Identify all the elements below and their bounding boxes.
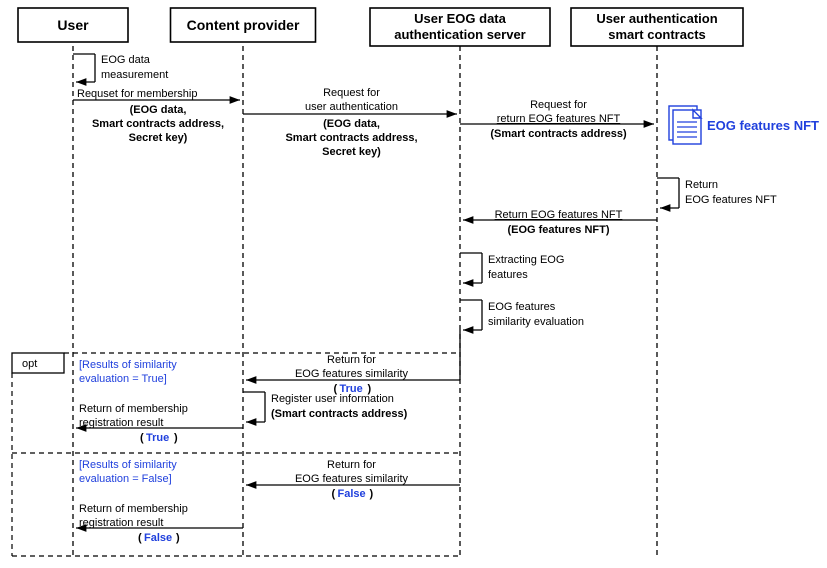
self-eog-measurement bbox=[73, 54, 95, 82]
svg-text:Request for: Request for bbox=[530, 99, 587, 111]
svg-text:(Smart contracts address): (Smart contracts address) bbox=[490, 128, 627, 140]
svg-text:similarity evaluation: similarity evaluation bbox=[488, 316, 584, 328]
participant-label-cp: Content provider bbox=[187, 17, 300, 33]
svg-text:Return for: Return for bbox=[327, 459, 376, 471]
svg-text:evaluation = False]: evaluation = False] bbox=[79, 473, 172, 485]
svg-text:(EOG data,: (EOG data, bbox=[130, 104, 187, 116]
svg-text:False: False bbox=[338, 488, 366, 500]
svg-text:Smart contracts address,: Smart contracts address, bbox=[92, 118, 224, 130]
participant-label-user: User bbox=[57, 17, 89, 33]
svg-text:authentication server: authentication server bbox=[394, 27, 526, 42]
svg-text:Request for: Request for bbox=[323, 87, 380, 99]
svg-text:Secret key): Secret key) bbox=[129, 132, 188, 144]
svg-text:measurement: measurement bbox=[101, 69, 168, 81]
svg-text:EOG features similarity: EOG features similarity bbox=[295, 368, 409, 380]
svg-text:EOG data: EOG data bbox=[101, 54, 151, 66]
svg-text:(: ( bbox=[332, 488, 336, 500]
svg-text:[Results of similarity: [Results of similarity bbox=[79, 359, 177, 371]
svg-text:(: ( bbox=[140, 432, 144, 444]
svg-text:user authentication: user authentication bbox=[305, 101, 398, 113]
svg-text:True: True bbox=[146, 432, 169, 444]
svg-text:registration result: registration result bbox=[79, 517, 163, 529]
svg-text:(: ( bbox=[138, 532, 142, 544]
self-extract bbox=[460, 253, 482, 283]
self-register bbox=[243, 392, 265, 422]
svg-text:Extracting EOG: Extracting EOG bbox=[488, 254, 564, 266]
svg-text:): ) bbox=[370, 488, 374, 500]
svg-text:Return EOG features NFT: Return EOG features NFT bbox=[495, 209, 623, 221]
svg-text:smart contracts: smart contracts bbox=[608, 27, 706, 42]
svg-text:Requset for membership: Requset for membership bbox=[77, 88, 197, 100]
svg-text:Return: Return bbox=[685, 179, 718, 191]
self-similarity bbox=[460, 300, 482, 330]
svg-text:EOG features similarity: EOG features similarity bbox=[295, 473, 409, 485]
svg-text:[Results of similarity: [Results of similarity bbox=[79, 459, 177, 471]
svg-text:evaluation = True]: evaluation = True] bbox=[79, 373, 167, 385]
svg-text:(Smart contracts address): (Smart contracts address) bbox=[271, 408, 408, 420]
svg-text:Smart contracts address,: Smart contracts address, bbox=[285, 132, 417, 144]
svg-text:EOG features: EOG features bbox=[488, 301, 556, 313]
opt-label-box bbox=[12, 353, 64, 373]
document-icon bbox=[669, 106, 701, 144]
svg-text:opt: opt bbox=[22, 358, 37, 370]
svg-text:False: False bbox=[144, 532, 172, 544]
svg-text:return EOG features NFT: return EOG features NFT bbox=[497, 113, 621, 125]
svg-text:features: features bbox=[488, 269, 528, 281]
nft-label: EOG features NFT bbox=[707, 118, 819, 133]
svg-text:): ) bbox=[174, 432, 178, 444]
svg-text:EOG features NFT: EOG features NFT bbox=[685, 194, 777, 206]
svg-text:Return of membership: Return of membership bbox=[79, 403, 188, 415]
svg-text:Secret key): Secret key) bbox=[322, 146, 381, 158]
svg-text:): ) bbox=[176, 532, 180, 544]
svg-text:User EOG data: User EOG data bbox=[414, 11, 507, 26]
svg-text:(EOG data,: (EOG data, bbox=[323, 118, 380, 130]
self-return-nft bbox=[657, 178, 679, 208]
sequence-diagram: User Content provider User EOG dataauthent… bbox=[0, 0, 827, 568]
svg-text:Return of membership: Return of membership bbox=[79, 503, 188, 515]
svg-text:Return for: Return for bbox=[327, 354, 376, 366]
svg-text:User authentication: User authentication bbox=[596, 11, 717, 26]
svg-text:(EOG features NFT): (EOG features NFT) bbox=[507, 224, 609, 236]
svg-text:registration result: registration result bbox=[79, 417, 163, 429]
svg-text:Register user information: Register user information bbox=[271, 393, 394, 405]
